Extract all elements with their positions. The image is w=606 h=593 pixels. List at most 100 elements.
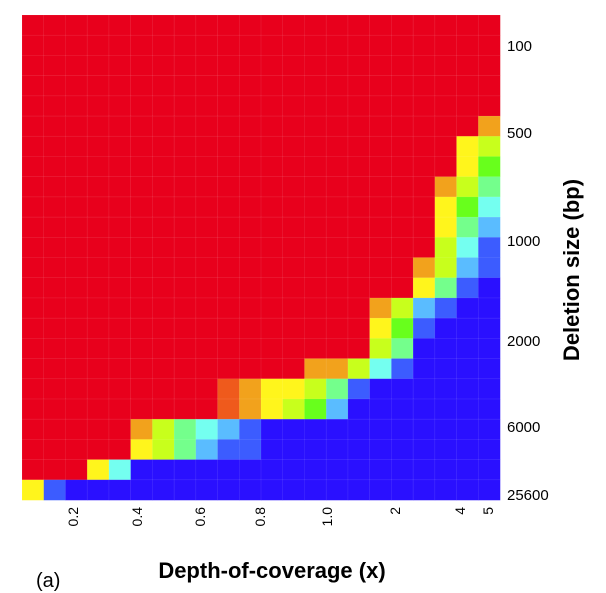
heatmap-cell: [217, 398, 240, 420]
heatmap-cell: [152, 459, 175, 481]
y-tick-label: 100: [507, 38, 532, 55]
heatmap-cell: [130, 55, 153, 77]
heatmap-cell: [108, 378, 132, 400]
heatmap-cell: [65, 196, 88, 218]
heatmap-cell: [238, 95, 262, 117]
heatmap-cell: [21, 95, 45, 117]
heatmap-cell: [108, 338, 132, 360]
heatmap-cell: [282, 156, 306, 178]
heatmap-cell: [21, 176, 45, 198]
heatmap-cell: [260, 95, 284, 117]
heatmap-cell: [108, 176, 132, 198]
heatmap-cell: [260, 398, 284, 420]
heatmap-cell: [152, 55, 175, 77]
heatmap-cell: [130, 14, 153, 36]
heatmap-cell: [282, 14, 306, 36]
heatmap-cell: [260, 338, 284, 360]
heatmap-cell: [477, 297, 501, 319]
heatmap-cell: [412, 459, 436, 481]
x-tick-label: 0.6: [192, 507, 208, 527]
heatmap-cell: [195, 277, 219, 299]
heatmap-cell: [282, 418, 306, 440]
heatmap-cell: [217, 297, 240, 319]
heatmap-cell: [195, 95, 219, 117]
heatmap-cell: [391, 34, 414, 57]
heatmap-cell: [152, 277, 175, 299]
heatmap-cell: [325, 236, 349, 259]
heatmap-cell: [21, 135, 45, 158]
heatmap-cell: [21, 257, 45, 279]
heatmap-cell: [217, 257, 240, 279]
heatmap-cell: [434, 95, 458, 117]
heatmap-cell: [195, 156, 219, 178]
heatmap-cell: [65, 14, 88, 36]
heatmap-cell: [152, 115, 175, 137]
heatmap-cell: [238, 358, 262, 380]
heatmap-cell: [152, 135, 175, 158]
heatmap-cell: [108, 135, 132, 158]
heatmap-cell: [195, 196, 219, 218]
heatmap-cell: [456, 135, 479, 158]
heatmap-cell: [152, 479, 175, 501]
heatmap-cell: [86, 115, 110, 137]
heatmap-cell: [369, 378, 392, 400]
heatmap-cell: [282, 135, 306, 158]
heatmap-cell: [434, 358, 458, 380]
heatmap-cell: [304, 115, 327, 137]
heatmap-cell: [238, 135, 262, 158]
heatmap-cell: [391, 257, 414, 279]
heatmap-cell: [238, 55, 262, 77]
heatmap-cell: [412, 176, 436, 198]
heatmap-cell: [195, 216, 219, 238]
heatmap-cell: [217, 236, 240, 259]
heatmap-cell: [21, 317, 45, 339]
heatmap-cell: [130, 418, 153, 440]
heatmap-cell: [347, 216, 371, 238]
heatmap-cell: [304, 135, 327, 158]
heatmap-cell: [238, 439, 262, 461]
heatmap-cell: [325, 75, 349, 97]
x-tick-label: 0.8: [252, 507, 268, 527]
heatmap-cell: [173, 479, 197, 501]
heatmap-cell: [260, 196, 284, 218]
heatmap-cell: [173, 418, 197, 440]
heatmap-cell: [86, 176, 110, 198]
heatmap-cell: [21, 418, 45, 440]
heatmap-cell: [152, 236, 175, 259]
heatmap-cell: [65, 439, 88, 461]
x-tick-label: 1.0: [319, 507, 335, 527]
heatmap-cell: [456, 34, 479, 57]
y-tick-label: 1000: [507, 233, 540, 250]
heatmap-cell: [325, 317, 349, 339]
heatmap-cell: [391, 439, 414, 461]
heatmap-cell: [456, 95, 479, 117]
heatmap-cell: [108, 196, 132, 218]
heatmap-cell: [477, 479, 501, 501]
heatmap-cell: [304, 459, 327, 481]
heatmap-cell: [412, 156, 436, 178]
heatmap-cell: [43, 338, 67, 360]
heatmap-cell: [456, 216, 479, 238]
x-tick-label: 5: [480, 507, 496, 515]
heatmap-cell: [304, 14, 327, 36]
heatmap-cell: [325, 459, 349, 481]
heatmap-cell: [217, 479, 240, 501]
heatmap-cell: [86, 14, 110, 36]
heatmap-cell: [369, 115, 392, 137]
heatmap-cell: [217, 75, 240, 97]
heatmap-cell: [260, 115, 284, 137]
heatmap-cell: [65, 115, 88, 137]
heatmap-cell: [347, 75, 371, 97]
heatmap-cell: [347, 317, 371, 339]
heatmap-cell: [369, 95, 392, 117]
heatmap-cell: [217, 338, 240, 360]
heatmap-cell: [21, 358, 45, 380]
heatmap-cell: [217, 459, 240, 481]
heatmap-cell: [238, 338, 262, 360]
heatmap-cell: [304, 479, 327, 501]
heatmap-cell: [282, 479, 306, 501]
heatmap-cell: [477, 156, 501, 178]
heatmap-cell: [21, 297, 45, 319]
heatmap-cell: [152, 317, 175, 339]
